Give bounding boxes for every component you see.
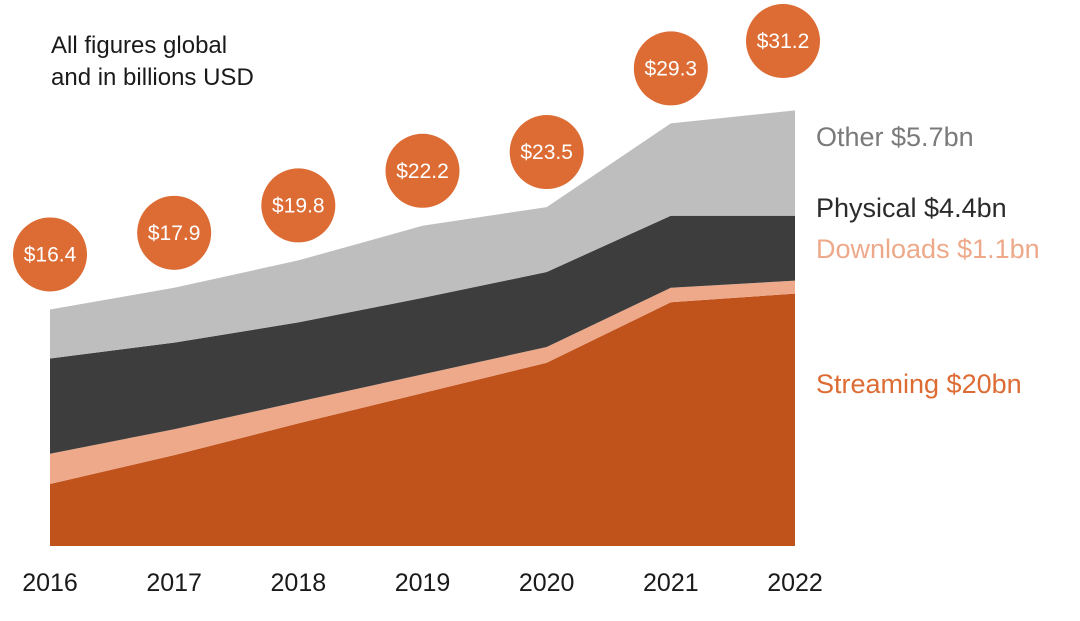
x-tick-2016: 2016: [22, 569, 78, 597]
chart-note: All figures global and in billions USD: [51, 30, 254, 94]
area-other: [50, 110, 795, 359]
total-label-2016: $16.4: [24, 243, 77, 266]
chart-note-line-1: All figures global: [51, 32, 228, 59]
x-tick-2022: 2022: [767, 569, 823, 597]
total-bubble-2017: [137, 195, 212, 270]
x-tick-2020: 2020: [519, 569, 575, 597]
area-layers: [50, 110, 795, 546]
total-label-2020: $23.5: [520, 141, 573, 164]
total-bubble-2019: [385, 133, 460, 208]
x-tick-2018: 2018: [271, 569, 327, 597]
chart-note-line-2: and in billions USD: [51, 64, 254, 91]
area-streaming: [50, 293, 795, 546]
x-axis-ticks: 2016 2017 2018 2019 2020 2021 2022: [22, 569, 823, 597]
area-physical: [50, 215, 795, 454]
total-label-2019: $22.2: [396, 160, 449, 183]
total-label-2022: $31.2: [757, 30, 810, 53]
legend-downloads: Downloads $1.1bn: [816, 234, 1040, 264]
total-bubble-2021: [633, 31, 708, 106]
total-bubble-2016: [13, 217, 87, 292]
x-tick-2017: 2017: [146, 569, 202, 597]
x-tick-2019: 2019: [395, 569, 451, 597]
total-label-2017: $17.9: [148, 222, 201, 245]
legend-streaming: Streaming $20bn: [816, 369, 1022, 399]
total-label-2018: $19.8: [272, 194, 325, 217]
area-downloads: [50, 280, 795, 484]
total-bubble-2022: [746, 4, 820, 78]
total-label-2021: $29.3: [645, 57, 698, 80]
total-bubble-2018: [261, 168, 336, 243]
total-bubble-2020: [509, 115, 584, 190]
total-bubbles: $16.4 $17.9 $19.8 $22.2 $23.5 $29.3 $31.2: [13, 4, 820, 292]
legend-other: Other $5.7bn: [816, 122, 974, 152]
x-tick-2021: 2021: [643, 569, 699, 597]
legend-physical: Physical $4.4bn: [816, 193, 1007, 223]
